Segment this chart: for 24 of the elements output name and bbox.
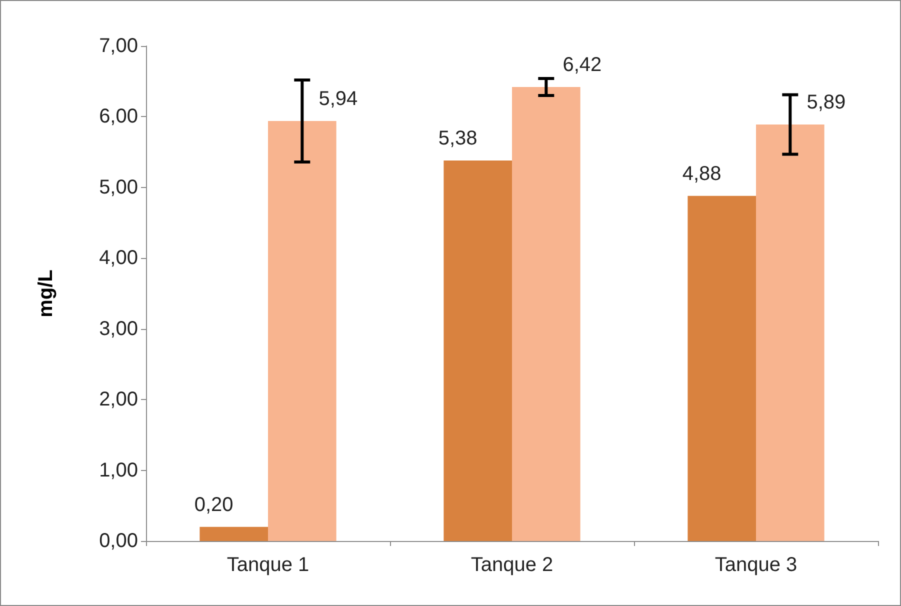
y-tick-label: 4,00 <box>99 247 138 270</box>
y-tick-label: 1,00 <box>99 459 138 482</box>
x-tick-label: Tanque 1 <box>226 554 310 576</box>
data-label: 5,89 <box>806 91 846 114</box>
y-tick-label: 2,00 <box>99 388 138 411</box>
y-axis-title: mg/L <box>35 270 57 318</box>
y-tick-label: 3,00 <box>99 318 138 340</box>
x-tick-label: Tanque 3 <box>714 554 798 576</box>
data-label: 4,88 <box>682 162 722 185</box>
data-label: 0,20 <box>194 494 234 516</box>
bar <box>756 124 824 541</box>
y-tick-label: 5,00 <box>99 176 138 198</box>
bar <box>512 87 580 541</box>
bar <box>688 196 756 541</box>
x-tick-label: Tanque 2 <box>470 554 554 576</box>
data-label: 6,42 <box>562 54 602 76</box>
y-tick-label: 0,00 <box>99 530 138 552</box>
bar <box>200 526 268 541</box>
bar <box>444 160 512 541</box>
y-tick-label: 6,00 <box>99 106 138 128</box>
y-tick-label: 7,00 <box>99 35 138 57</box>
data-label: 5,94 <box>318 88 358 110</box>
data-label: 5,38 <box>438 128 478 150</box>
bar <box>268 120 336 541</box>
